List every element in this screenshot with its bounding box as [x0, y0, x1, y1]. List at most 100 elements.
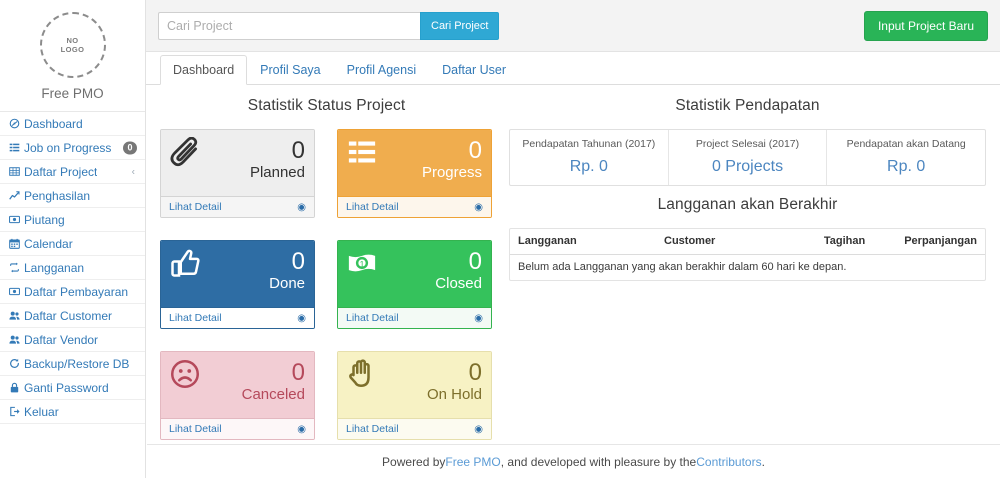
brand-name: Free PMO	[41, 86, 104, 101]
status-card-values: 0 On Hold	[387, 359, 482, 404]
status-card-count: 0	[291, 248, 305, 275]
sidebar-item-backup-restore-db[interactable]: Backup/Restore DB	[0, 352, 145, 376]
tasks-icon	[9, 142, 24, 153]
chart-line-icon	[9, 190, 24, 201]
sidebar-item-dashboard[interactable]: Dashboard	[0, 112, 145, 136]
tab-profil-agensi[interactable]: Profil Agensi	[346, 63, 417, 77]
arrow-circle-right-icon: ◉	[297, 201, 306, 213]
logo-line-1: NO	[66, 36, 79, 45]
tasks-icon	[348, 141, 376, 163]
status-card-footer[interactable]: Lihat Detail ◉	[161, 418, 314, 439]
sidebar-item-daftar-pembayaran[interactable]: Daftar Pembayaran	[0, 280, 145, 304]
empty-message: Belum ada Langganan yang akan berakhir d…	[518, 261, 847, 273]
subscription-section-title: Langganan akan Berakhir	[657, 196, 838, 213]
money-bill-icon: 1	[348, 254, 376, 272]
status-card-count: 0	[468, 248, 482, 275]
status-card-closed[interactable]: 1 0 Closed Lihat Detail ◉	[337, 240, 492, 329]
retweet-icon	[9, 262, 24, 273]
status-card-progress[interactable]: 0 Progress Lihat Detail ◉	[337, 129, 492, 218]
sidebar-item-daftar-customer[interactable]: Daftar Customer	[0, 304, 145, 328]
status-card-footer[interactable]: Lihat Detail ◉	[161, 307, 314, 328]
status-card-label: Closed	[435, 275, 482, 292]
table-column-header: Tagihan	[815, 229, 897, 255]
status-card-body: 0 Canceled	[161, 352, 314, 418]
income-stat-cell: Pendapatan akan Datang Rp. 0	[827, 130, 985, 185]
refresh-icon	[10, 358, 19, 368]
tab-daftar-user[interactable]: Daftar User	[442, 63, 506, 77]
hand-stop-icon	[349, 359, 370, 387]
status-card-count: 0	[468, 137, 482, 164]
status-card-body: 1 0 Closed	[338, 241, 491, 307]
sidebar-item-label: Langganan	[24, 260, 85, 275]
dashboard-icon	[9, 118, 20, 129]
table-icon	[9, 166, 24, 177]
income-stat-caption: Pendapatan akan Datang	[846, 138, 966, 150]
money-icon	[9, 215, 20, 224]
arrow-circle-right-icon: ◉	[474, 423, 483, 435]
income-stat-cell: Project Selesai (2017) 0 Projects	[669, 130, 828, 185]
sidebar-item-calendar[interactable]: Calendar	[0, 232, 145, 256]
arrow-circle-right-icon: ◉	[474, 312, 483, 324]
sidebar-item-daftar-vendor[interactable]: Daftar Vendor	[0, 328, 145, 352]
status-card-footer[interactable]: Lihat Detail ◉	[161, 196, 314, 217]
search-input[interactable]	[158, 11, 420, 40]
status-card-body: 0 On Hold	[338, 352, 491, 418]
status-card-on-hold[interactable]: 0 On Hold Lihat Detail ◉	[337, 351, 492, 440]
logo-line-2: LOGO	[60, 45, 85, 54]
status-card-footer[interactable]: Lihat Detail ◉	[338, 196, 491, 217]
lihat-detail-label: Lihat Detail	[346, 201, 399, 213]
table-header-row: Langganan Customer Tagihan Perpanjangan	[510, 229, 985, 255]
lihat-detail-label: Lihat Detail	[169, 312, 222, 324]
footer-link-contributors[interactable]: Contributors	[696, 454, 762, 469]
main-area: Cari Project Input Project Baru Dashboar…	[146, 0, 1000, 478]
status-card-planned[interactable]: 0 Planned Lihat Detail ◉	[160, 129, 315, 218]
sidebar-item-ganti-password[interactable]: Ganti Password	[0, 376, 145, 400]
no-logo-icon: NO LOGO	[39, 12, 106, 78]
sidebar-item-job-on-progress[interactable]: Job on Progress 0	[0, 136, 145, 160]
frown-icon	[170, 359, 210, 389]
sidebar-item-langganan[interactable]: Langganan	[0, 256, 145, 280]
money-icon	[9, 214, 24, 225]
status-card-count: 0	[291, 359, 305, 386]
sidebar-item-penghasilan[interactable]: Penghasilan	[0, 184, 145, 208]
input-project-baru-button[interactable]: Input Project Baru	[863, 10, 988, 41]
sidebar-item-daftar-project[interactable]: Daftar Project ‹	[0, 160, 145, 184]
paperclip-icon	[170, 137, 210, 167]
status-card-values: 0 Closed	[387, 248, 482, 293]
brand-block: NO LOGO Free PMO	[0, 0, 145, 111]
status-card-footer[interactable]: Lihat Detail ◉	[338, 418, 491, 439]
table-head: Langganan Customer Tagihan Perpanjangan	[510, 229, 985, 255]
refresh-icon	[9, 358, 24, 369]
income-stat-row: Pendapatan Tahunan (2017) Rp. 0 Project Se…	[509, 129, 986, 186]
footer-link-freepmo[interactable]: Free PMO	[445, 454, 501, 469]
search-button[interactable]: Cari Project	[420, 11, 500, 40]
paperclip-icon	[170, 137, 198, 167]
status-card-canceled[interactable]: 0 Canceled Lihat Detail ◉	[160, 351, 315, 440]
users-icon	[9, 334, 24, 345]
income-column: Statistik Pendapatan Pendapatan Tahunan …	[501, 93, 1000, 478]
content-area: Statistik Status Project 0 Planned Lihat D…	[146, 85, 1000, 478]
sidebar-item-badge: 0	[123, 141, 137, 154]
table-icon	[9, 167, 20, 176]
sidebar-item-label: Ganti Password	[24, 380, 109, 395]
sidebar-item-keluar[interactable]: Keluar	[0, 400, 145, 424]
status-column: Statistik Status Project 0 Planned Lihat D…	[146, 93, 501, 478]
money-icon	[9, 286, 24, 297]
income-section-title: Statistik Pendapatan	[675, 97, 820, 114]
tab-profil-saya[interactable]: Profil Saya	[260, 63, 321, 77]
status-card-label: Canceled	[241, 386, 305, 403]
status-card-body: 0 Progress	[338, 130, 491, 196]
status-card-values: 0 Canceled	[210, 359, 305, 404]
sidebar: NO LOGO Free PMO Dashboard Job on Progres…	[0, 0, 146, 478]
topbar: Cari Project Input Project Baru	[146, 0, 1000, 52]
income-stat-value: 0 Projects	[711, 158, 784, 175]
status-card-done[interactable]: 0 Done Lihat Detail ◉	[160, 240, 315, 329]
tab-dashboard[interactable]: Dashboard	[160, 55, 248, 85]
arrow-circle-right-icon: ◉	[297, 423, 306, 435]
status-card-body: 0 Planned	[161, 130, 314, 196]
sidebar-item-piutang[interactable]: Piutang	[0, 208, 145, 232]
status-card-footer[interactable]: Lihat Detail ◉	[338, 307, 491, 328]
status-card-label: Planned	[249, 164, 305, 181]
chart-line-icon	[9, 191, 20, 200]
